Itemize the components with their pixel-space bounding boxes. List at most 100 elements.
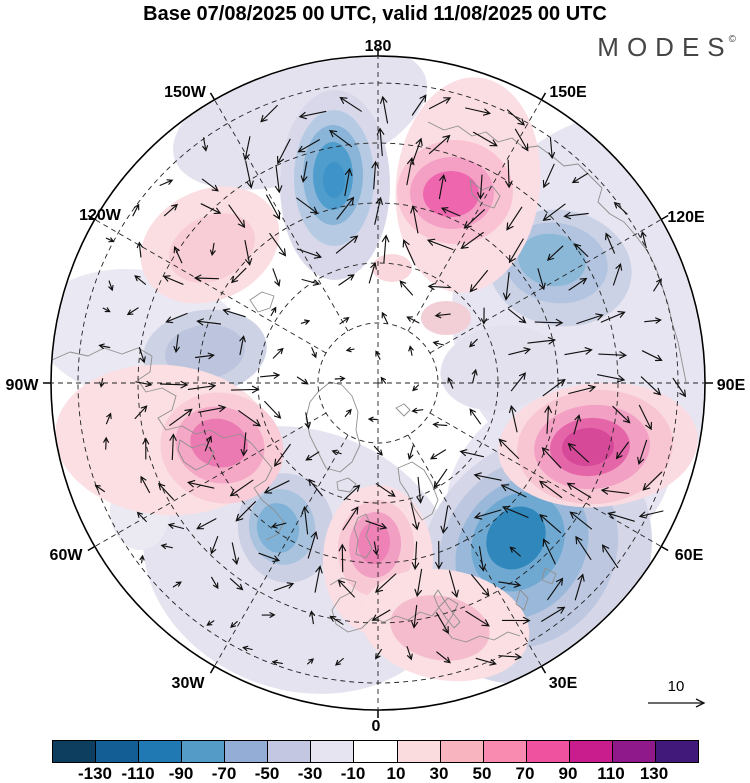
wind-arrow	[342, 506, 359, 531]
wind-arrow	[338, 274, 355, 286]
wind-arrow	[569, 511, 593, 530]
coastline	[395, 403, 411, 417]
wind-arrow	[296, 248, 323, 259]
wind-arrow	[478, 546, 487, 572]
wind-arrow	[542, 163, 555, 189]
wind-arrow	[136, 511, 147, 523]
wind-arrow	[567, 442, 589, 463]
wind-arrow	[473, 472, 502, 481]
wind-arrow	[613, 201, 628, 215]
wind-arrow	[222, 308, 246, 318]
wind-arrow	[242, 136, 251, 161]
longitude-label-150W: 150W	[164, 84, 207, 101]
wind-arrow	[196, 318, 222, 326]
colorbar-cell	[53, 741, 97, 762]
wind-arrow	[260, 104, 278, 123]
wind-arrow	[642, 471, 663, 491]
wind-arrow	[375, 350, 381, 360]
wind-arrow	[541, 447, 562, 469]
wind-arrow	[159, 179, 174, 186]
wind-arrow	[264, 400, 282, 419]
wind-arrow	[546, 245, 564, 261]
wind-arrow	[641, 350, 663, 362]
wind-arrow	[508, 238, 524, 264]
wind-arrow	[601, 544, 619, 569]
coastline	[515, 589, 529, 611]
wind-arrow	[502, 272, 511, 301]
wind-arrow	[239, 335, 246, 356]
wind-arrow	[134, 275, 147, 285]
wind-arrow	[406, 646, 413, 661]
wind-arrow	[436, 612, 449, 635]
wind-arrow	[210, 536, 219, 555]
longitude-label-60W: 60W	[50, 547, 84, 564]
wind-arrow	[206, 620, 215, 626]
wind-arrow	[564, 347, 593, 356]
colorbar-tick-label: -70	[211, 764, 237, 783]
wind-arrow	[544, 405, 552, 434]
wind-arrow	[204, 435, 213, 452]
longitude-label-150E: 150E	[549, 84, 587, 101]
colorbar-cell	[96, 741, 140, 762]
wind-arrow	[402, 239, 416, 266]
wind-arrow	[372, 541, 379, 556]
wind-arrow	[597, 374, 626, 383]
wind-arrow	[644, 317, 662, 324]
coastline	[541, 567, 557, 585]
map-inner	[52, 57, 704, 709]
wind-arrow	[98, 343, 111, 350]
coastlines	[52, 121, 687, 643]
wind-arrow	[301, 278, 321, 286]
wind-arrow	[432, 340, 445, 347]
colorbar-tick-label: 70	[515, 764, 535, 783]
wind-arrow	[600, 487, 630, 495]
colorbar-tick-label: -110	[121, 764, 155, 783]
wind-arrow	[426, 238, 454, 251]
colorbar-tick-label: 110	[597, 764, 625, 783]
wind-arrow	[435, 540, 443, 570]
wind-arrow	[448, 570, 459, 599]
wind-arrow	[311, 347, 317, 359]
wind-arrow	[296, 376, 309, 385]
wind-arrow	[653, 278, 662, 292]
wind-arrow	[99, 378, 105, 388]
wind-arrow	[510, 372, 527, 392]
wind-arrow	[465, 610, 490, 627]
wind-arrow	[548, 137, 556, 160]
coastline	[433, 589, 461, 629]
wind-arrow	[498, 438, 520, 459]
wind-arrow	[339, 316, 350, 325]
colorbar-cell	[440, 741, 484, 762]
wind-arrow	[460, 231, 484, 250]
wind-arrow	[126, 307, 139, 316]
wind-arrow	[672, 377, 687, 398]
wind-arrow	[165, 312, 188, 324]
wind-arrow	[571, 172, 589, 184]
coastline	[353, 513, 373, 559]
wind-arrow	[477, 174, 485, 200]
wind-arrow	[270, 522, 287, 529]
wind-arrow	[173, 334, 180, 354]
wind-arrow	[469, 270, 488, 293]
wind-arrow	[240, 432, 248, 457]
wind-arrow	[480, 307, 488, 325]
modes-logo-text: MODES	[597, 32, 733, 62]
wind-arrow	[638, 510, 664, 519]
colorbar-tick-label: -130	[77, 764, 113, 783]
wind-arrow	[274, 164, 283, 194]
wind-arrow	[574, 573, 585, 601]
wind-arrow	[134, 405, 148, 420]
reference-arrow-head	[695, 698, 706, 708]
coastline	[177, 439, 215, 471]
anomaly-blob	[165, 324, 245, 380]
colorbar-tick-label: -90	[168, 764, 194, 783]
wind-arrow	[381, 234, 390, 264]
latitude-circle	[317, 322, 439, 444]
wind-arrow	[132, 203, 140, 217]
wind-arrow	[159, 380, 189, 389]
colorbar-cell	[655, 741, 698, 762]
wind-arrow	[380, 95, 389, 124]
wind-arrow	[343, 484, 361, 501]
colorbar-cell	[225, 741, 269, 762]
wind-arrow	[563, 212, 589, 220]
